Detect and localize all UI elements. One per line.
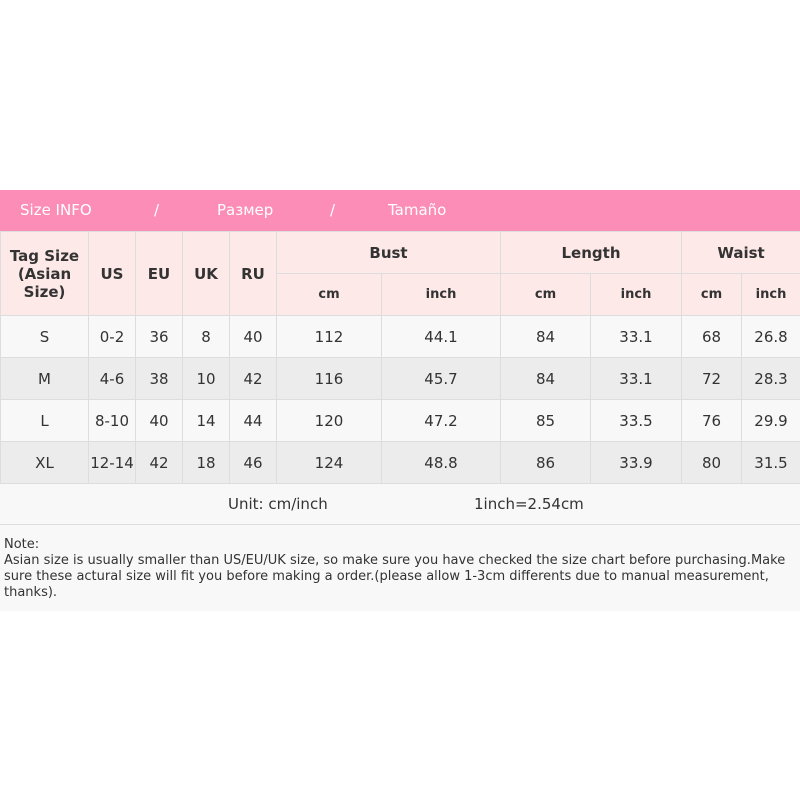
table-cell: 10 xyxy=(182,357,230,400)
header-us: US xyxy=(88,231,136,316)
table-cell: 84 xyxy=(500,315,591,358)
table-cell: 40 xyxy=(229,315,277,358)
table-cell: 116 xyxy=(276,357,382,400)
table-cell: 85 xyxy=(500,399,591,442)
table-cell: 42 xyxy=(229,357,277,400)
table-cell: 26.8 xyxy=(741,315,800,358)
table-cell: 84 xyxy=(500,357,591,400)
table-cell: 120 xyxy=(276,399,382,442)
title-sep: / xyxy=(330,201,336,219)
header-cm: cm xyxy=(500,273,591,316)
note-text: Asian size is usually smaller than US/EU… xyxy=(4,553,786,600)
table-cell: 47.2 xyxy=(381,399,501,442)
table-row: L 8-10 40 14 44 120 47.2 85 33.5 76 29.9 xyxy=(0,399,800,442)
table-cell: 33.1 xyxy=(590,315,682,358)
header-waist: Waist xyxy=(681,231,800,274)
table-cell: 124 xyxy=(276,441,382,484)
size-chart: Size INFO / Размер / Tamaño Tag Size (As… xyxy=(0,190,800,611)
table-cell: 8-10 xyxy=(88,399,136,442)
table-cell: 44 xyxy=(229,399,277,442)
note: Note: Asian size is usually smaller than… xyxy=(0,525,800,611)
table-cell: XL xyxy=(0,441,89,484)
table-row: XL 12-14 42 18 46 124 48.8 86 33.9 80 31.5 xyxy=(0,441,800,484)
table-cell: 29.9 xyxy=(741,399,800,442)
title-banner: Size INFO / Размер / Tamaño xyxy=(0,190,800,231)
unit-text: Unit: cm/inch xyxy=(228,495,328,513)
table-cell: 28.3 xyxy=(741,357,800,400)
table-cell: M xyxy=(0,357,89,400)
table-cell: S xyxy=(0,315,89,358)
header-length: Length xyxy=(500,231,682,274)
header-inch: inch xyxy=(590,273,682,316)
header-cm: cm xyxy=(681,273,742,316)
table-cell: 33.9 xyxy=(590,441,682,484)
table-cell: 38 xyxy=(135,357,183,400)
table-cell: 40 xyxy=(135,399,183,442)
title-en: Size INFO xyxy=(20,201,92,219)
header-cm: cm xyxy=(276,273,382,316)
table-row: M 4-6 38 10 42 116 45.7 84 33.1 72 28.3 xyxy=(0,357,800,400)
header-inch: inch xyxy=(741,273,800,316)
header-uk: UK xyxy=(182,231,230,316)
note-label: Note: xyxy=(4,537,40,552)
table-cell: 86 xyxy=(500,441,591,484)
table-row: S 0-2 36 8 40 112 44.1 84 33.1 68 26.8 xyxy=(0,315,800,358)
size-table: Tag Size (Asian Size) US EU UK RU Bust L… xyxy=(0,231,800,484)
table-cell: 8 xyxy=(182,315,230,358)
header-bust: Bust xyxy=(276,231,501,274)
table-cell: 42 xyxy=(135,441,183,484)
conversion-text: 1inch=2.54cm xyxy=(474,495,584,513)
table-cell: 46 xyxy=(229,441,277,484)
title-ru: Размер xyxy=(217,201,274,219)
table-cell: 18 xyxy=(182,441,230,484)
table-cell: 76 xyxy=(681,399,742,442)
table-cell: 12-14 xyxy=(88,441,136,484)
table-cell: 4-6 xyxy=(88,357,136,400)
header-inch: inch xyxy=(381,273,501,316)
table-cell: 31.5 xyxy=(741,441,800,484)
table-cell: 48.8 xyxy=(381,441,501,484)
title-es: Tamaño xyxy=(388,201,447,219)
title-sep: / xyxy=(154,201,160,219)
table-cell: 33.5 xyxy=(590,399,682,442)
table-cell: 44.1 xyxy=(381,315,501,358)
header-ru: RU xyxy=(229,231,277,316)
header-tag-size: Tag Size (Asian Size) xyxy=(0,231,89,316)
table-cell: 14 xyxy=(182,399,230,442)
table-cell: 0-2 xyxy=(88,315,136,358)
table-cell: 72 xyxy=(681,357,742,400)
header-eu: EU xyxy=(135,231,183,316)
table-cell: 36 xyxy=(135,315,183,358)
unit-row: Unit: cm/inch 1inch=2.54cm xyxy=(0,484,800,525)
table-cell: 80 xyxy=(681,441,742,484)
table-cell: 68 xyxy=(681,315,742,358)
table-cell: 45.7 xyxy=(381,357,501,400)
table-cell: L xyxy=(0,399,89,442)
table-cell: 33.1 xyxy=(590,357,682,400)
table-cell: 112 xyxy=(276,315,382,358)
